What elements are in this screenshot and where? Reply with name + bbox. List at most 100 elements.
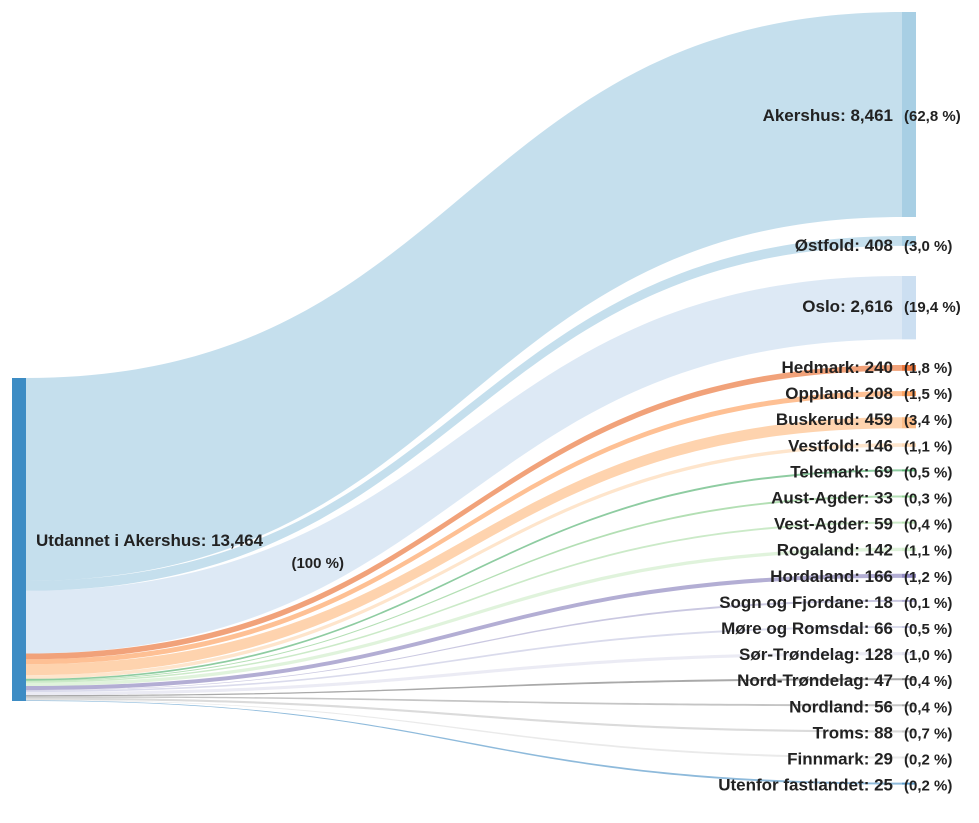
target-separator: : xyxy=(864,750,874,769)
target-percent: (0,5 %) xyxy=(904,464,952,481)
target-separator: : xyxy=(854,384,864,403)
target-percent: (0,5 %) xyxy=(904,621,952,638)
target-separator: : xyxy=(864,515,874,534)
target-label: Oslo: 2,616 xyxy=(802,297,893,316)
target-label: Nord-Trøndelag: 47 xyxy=(737,671,893,690)
target-node-oppland[interactable] xyxy=(902,391,916,397)
flow-link-finnmark[interactable] xyxy=(26,699,902,759)
target-node-oslo[interactable] xyxy=(902,276,916,340)
target-label: Østfold: 408 xyxy=(795,236,893,255)
target-name: Østfold xyxy=(795,236,855,255)
target-percent: (0,4 %) xyxy=(904,517,952,534)
target-node-aust-agder[interactable] xyxy=(902,495,916,498)
target-value: 29 xyxy=(874,750,893,769)
target-node-vest-agder[interactable] xyxy=(902,521,916,524)
target-percent: (1,1 %) xyxy=(904,543,952,560)
target-node-hordaland[interactable] xyxy=(902,573,916,578)
target-value: 142 xyxy=(865,541,893,560)
target-label: Vest-Agder: 59 xyxy=(774,515,893,534)
flow-link-sør-trøndelag[interactable] xyxy=(26,652,902,696)
target-name: Telemark xyxy=(790,462,864,481)
flow-link-buskerud[interactable] xyxy=(26,417,902,676)
flow-link-nord-trøndelag[interactable] xyxy=(26,678,902,697)
target-separator: : xyxy=(854,645,864,664)
target-value: 208 xyxy=(865,384,893,403)
target-value: 166 xyxy=(865,567,893,586)
target-node-sør-trøndelag[interactable] xyxy=(902,652,916,656)
target-percent: (0,7 %) xyxy=(904,725,952,742)
target-separator: : xyxy=(854,358,864,377)
target-name: Oslo xyxy=(802,297,840,316)
flow-link-hedmark[interactable] xyxy=(26,365,902,660)
target-value: 128 xyxy=(865,645,893,664)
target-value: 240 xyxy=(865,358,893,377)
flow-link-rogaland[interactable] xyxy=(26,547,902,687)
flow-link-østfold[interactable] xyxy=(26,236,902,591)
target-percent: (0,4 %) xyxy=(904,699,952,716)
flow-link-oslo[interactable] xyxy=(26,276,902,654)
target-value: 18 xyxy=(874,593,893,612)
target-name: Sør-Trøndelag xyxy=(739,645,854,664)
flow-link-utenfor-fastlandet[interactable] xyxy=(26,700,902,785)
target-value: 2,616 xyxy=(850,297,893,316)
flow-link-troms[interactable] xyxy=(26,697,902,733)
target-nodes xyxy=(902,12,916,785)
flow-link-oppland[interactable] xyxy=(26,391,902,665)
target-name: Buskerud xyxy=(776,410,854,429)
target-label: Troms: 88 xyxy=(813,723,893,742)
target-name: Aust-Agder xyxy=(771,489,864,508)
target-node-nord-trøndelag[interactable] xyxy=(902,678,916,681)
target-labels: Akershus: 8,461 (62,8 %) Østfold: 408 (3,0 … xyxy=(718,106,960,795)
target-node-rogaland[interactable] xyxy=(902,547,916,552)
target-percent: (1,8 %) xyxy=(904,360,952,377)
target-name: Utenfor fastlandet xyxy=(718,776,864,795)
target-value: 47 xyxy=(874,671,893,690)
target-node-utenfor-fastlandet[interactable] xyxy=(902,782,916,785)
target-label: Sogn og Fjordane: 18 xyxy=(719,593,893,612)
target-separator: : xyxy=(864,593,874,612)
flow-link-telemark[interactable] xyxy=(26,469,902,681)
source-separator: : xyxy=(201,531,211,550)
target-node-vestfold[interactable] xyxy=(902,443,916,447)
flow-links xyxy=(26,12,902,785)
target-percent: (0,4 %) xyxy=(904,673,952,690)
target-label: Rogaland: 142 xyxy=(777,541,893,560)
flow-link-sogn-og-fjordane[interactable] xyxy=(26,599,902,691)
target-value: 59 xyxy=(874,515,893,534)
target-percent: (1,0 %) xyxy=(904,647,952,664)
target-label: Hordaland: 166 xyxy=(770,567,893,586)
target-node-buskerud[interactable] xyxy=(902,417,916,429)
target-name: Sogn og Fjordane xyxy=(719,593,864,612)
flow-link-akershus[interactable] xyxy=(26,12,902,581)
target-node-nordland[interactable] xyxy=(902,704,916,707)
source-value: 13,464 xyxy=(211,531,264,550)
target-separator: : xyxy=(864,776,874,795)
target-separator: : xyxy=(864,723,874,742)
target-node-finnmark[interactable] xyxy=(902,756,916,759)
target-separator: : xyxy=(840,106,850,125)
source-percent: (100 %) xyxy=(291,555,344,572)
target-value: 69 xyxy=(874,462,893,481)
target-name: Nord-Trøndelag xyxy=(737,671,864,690)
target-node-sogn-og-fjordane[interactable] xyxy=(902,599,916,602)
target-node-akershus[interactable] xyxy=(902,12,916,217)
target-node-troms[interactable] xyxy=(902,730,916,733)
target-node-møre-og-romsdal[interactable] xyxy=(902,626,916,628)
flow-link-vestfold[interactable] xyxy=(26,443,902,679)
target-separator: : xyxy=(854,567,864,586)
flow-link-nordland[interactable] xyxy=(26,696,902,707)
target-node-telemark[interactable] xyxy=(902,469,916,472)
target-name: Vestfold xyxy=(788,436,854,455)
target-percent: (3,0 %) xyxy=(904,238,952,255)
flow-link-aust-agder[interactable] xyxy=(26,495,902,682)
target-node-østfold[interactable] xyxy=(902,236,916,246)
target-separator: : xyxy=(864,462,874,481)
flow-link-hordaland[interactable] xyxy=(26,573,902,691)
target-node-hedmark[interactable] xyxy=(902,365,916,371)
flow-link-vest-agder[interactable] xyxy=(26,521,902,683)
source-node[interactable] xyxy=(12,378,26,701)
flow-link-møre-og-romsdal[interactable] xyxy=(26,626,902,693)
target-label: Sør-Trøndelag: 128 xyxy=(739,645,893,664)
target-value: 33 xyxy=(874,489,893,508)
target-percent: (1,2 %) xyxy=(904,569,952,586)
